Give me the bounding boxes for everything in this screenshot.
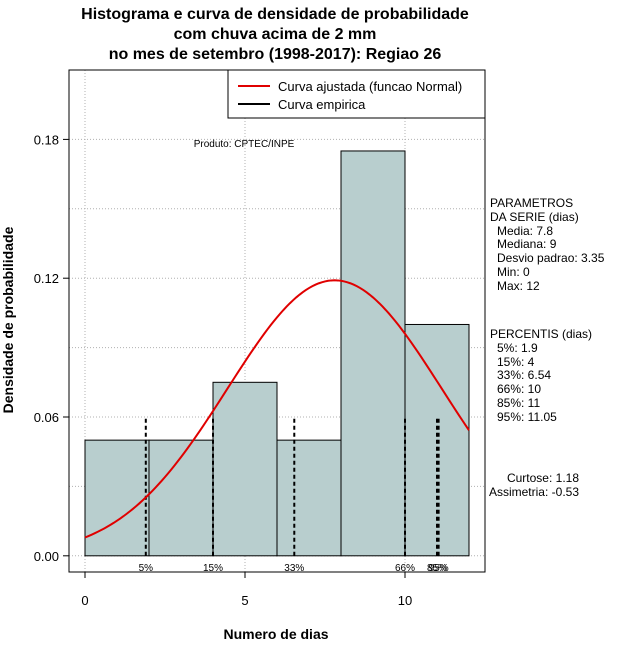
- percentile-marker-label: 15%: [203, 563, 223, 574]
- percentile-item: 85%: 11: [497, 395, 541, 410]
- y-tick-label: 0.18: [34, 132, 59, 147]
- percentile-item: 5%: 1.9: [497, 340, 538, 355]
- parameter-min: Min: 0: [497, 264, 530, 279]
- parameter-max: Max: 12: [497, 278, 540, 293]
- title-line-3: no mes de setembro (1998-2017): Regiao 2…: [108, 46, 442, 63]
- percentile-marker-label: 33%: [284, 563, 304, 574]
- title-line-1: Histograma e curva de densidade de proba…: [81, 6, 469, 23]
- histogram-bar: [276, 439, 342, 557]
- legend: Curva ajustada (funcao Normal) Curva emp…: [227, 69, 486, 119]
- parameters-heading-2: DA SERIE (dias): [490, 209, 579, 224]
- y-tick-label: 0.06: [34, 410, 59, 425]
- percentile-item: 66%: 10: [497, 382, 542, 397]
- histogram-bar: [212, 381, 278, 557]
- parameter-median: Mediana: 9: [497, 237, 557, 252]
- y-tick-label: 0.00: [34, 549, 59, 564]
- parameter-std-dev: Desvio padrao: 3.35: [497, 251, 605, 266]
- x-tick-label: 5: [241, 593, 248, 608]
- percentile-marker-label: 5%: [139, 563, 154, 574]
- kurtosis-value: Curtose: 1.18: [506, 471, 579, 485]
- percentile-markers: 5% 15% 33% 66% 85%95%: [139, 417, 449, 574]
- x-axis-label: Numero de dias: [223, 626, 328, 642]
- y-axis-label: Densidade de probabilidade: [0, 226, 16, 413]
- x-tick-label: 0: [81, 593, 88, 608]
- histogram-bars: [84, 150, 470, 557]
- skewness-value: Assimetria: -0.53: [488, 484, 579, 499]
- normal-fit-curve: [84, 279, 470, 539]
- histogram-bar: [340, 150, 406, 557]
- parameters-heading-1: PARAMETROS: [490, 196, 574, 210]
- percentiles-panel: PERCENTIS (dias) 5%: 1.9 15%: 4 33%: 6.5…: [490, 327, 593, 425]
- percentiles-heading: PERCENTIS (dias): [490, 327, 593, 341]
- percentile-item: 33%: 6.54: [497, 368, 552, 383]
- percentile-marker-label: 85%: [427, 563, 447, 574]
- percentile-item: 95%: 11.05: [497, 409, 557, 424]
- series-parameters: PARAMETROS DA SERIE (dias) Media: 7.8 Me…: [490, 196, 605, 294]
- shape-statistics: Curtose: 1.18 Assimetria: -0.53: [486, 471, 579, 500]
- x-tick-label: 10: [398, 593, 412, 608]
- product-label: Produto: CPTEC/INPE: [194, 139, 295, 150]
- percentile-item: 15%: 4: [497, 354, 535, 369]
- percentile-marker-label: 66%: [395, 563, 415, 574]
- axes: 0.00 0.06 0.12 0.18 0 5 10: [34, 69, 486, 608]
- percentile-marker-label: 95%: [429, 563, 449, 574]
- title-line-2: com chuva acima de 2 mm: [173, 26, 377, 43]
- legend-label-fit: Curva ajustada (funcao Normal): [278, 79, 462, 94]
- legend-label-empirical: Curva empirica: [278, 97, 366, 112]
- parameter-mean: Media: 7.8: [497, 223, 554, 238]
- y-tick-label: 0.12: [34, 271, 59, 286]
- legend-box: [227, 69, 486, 119]
- histogram-bar: [84, 439, 150, 557]
